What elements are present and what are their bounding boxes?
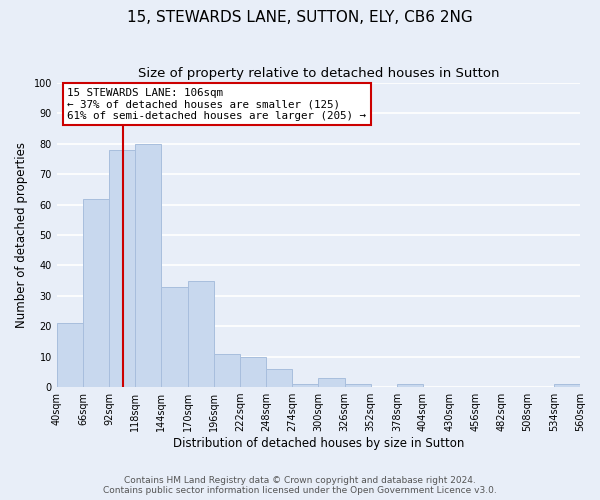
Bar	[240, 356, 266, 387]
Title: Size of property relative to detached houses in Sutton: Size of property relative to detached ho…	[137, 68, 499, 80]
Bar	[292, 384, 319, 387]
Bar	[161, 287, 188, 387]
X-axis label: Distribution of detached houses by size in Sutton: Distribution of detached houses by size …	[173, 437, 464, 450]
Bar	[83, 198, 109, 387]
Text: 15, STEWARDS LANE, SUTTON, ELY, CB6 2NG: 15, STEWARDS LANE, SUTTON, ELY, CB6 2NG	[127, 10, 473, 25]
Bar	[188, 280, 214, 387]
Text: 15 STEWARDS LANE: 106sqm
← 37% of detached houses are smaller (125)
61% of semi-: 15 STEWARDS LANE: 106sqm ← 37% of detach…	[67, 88, 366, 121]
Bar	[135, 144, 161, 387]
Bar	[344, 384, 371, 387]
Bar	[57, 323, 83, 387]
Bar	[554, 384, 580, 387]
Bar	[319, 378, 344, 387]
Text: Contains HM Land Registry data © Crown copyright and database right 2024.
Contai: Contains HM Land Registry data © Crown c…	[103, 476, 497, 495]
Bar	[214, 354, 240, 387]
Bar	[397, 384, 423, 387]
Y-axis label: Number of detached properties: Number of detached properties	[15, 142, 28, 328]
Bar	[109, 150, 135, 387]
Bar	[266, 369, 292, 387]
